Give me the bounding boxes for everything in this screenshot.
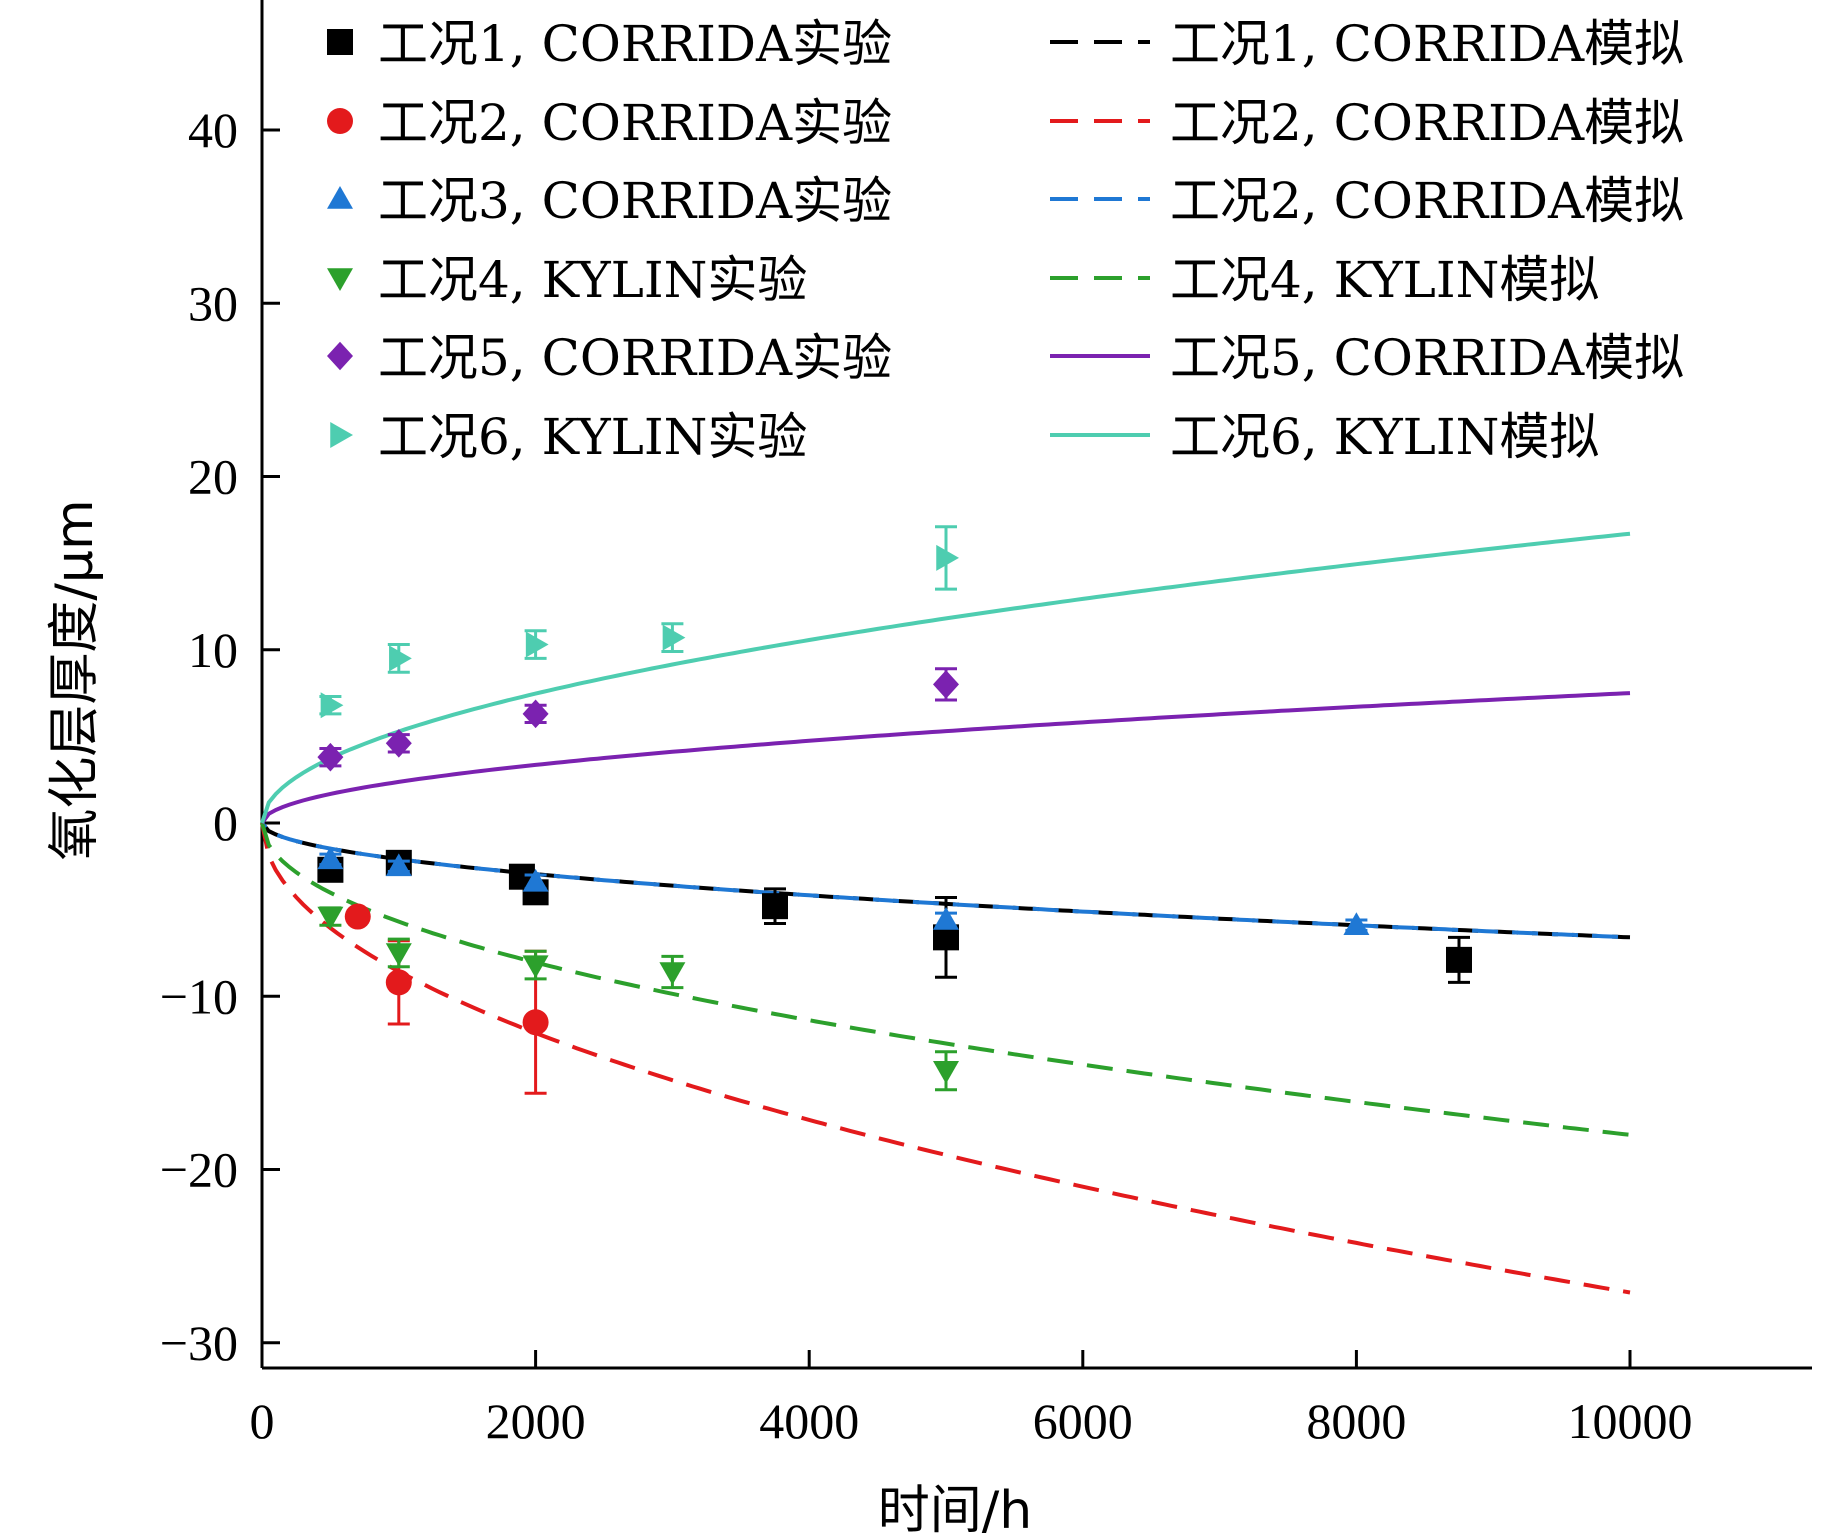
y-tick-label: −20	[160, 1142, 238, 1198]
model-line-5	[260, 691, 1631, 825]
legend-marker-6	[330, 422, 353, 448]
legend-label: 工况3, CORRIDA实验	[378, 172, 892, 230]
data-point-series-5	[385, 729, 412, 758]
data-point-series-3	[933, 907, 959, 930]
legend-label: 工况6, KYLIN实验	[378, 408, 807, 466]
data-point-series-4	[659, 962, 686, 985]
legend-label: 工况2, CORRIDA模拟	[1170, 172, 1684, 230]
y-tick-label: −30	[160, 1315, 238, 1371]
y-tick-label: −10	[160, 968, 238, 1024]
legend-label: 工况6, KYLIN模拟	[1170, 408, 1599, 466]
data-point-series-5	[317, 742, 344, 772]
data-point-series-4	[317, 906, 344, 930]
data-point-series-1	[762, 893, 788, 920]
legend-marker-1	[327, 29, 353, 55]
x-tick-label: 10000	[1568, 1393, 1693, 1449]
data-point-series-2	[385, 969, 412, 996]
data-point-series-6	[320, 692, 344, 719]
legend-label: 工况1, CORRIDA实验	[378, 15, 892, 73]
experiment-points	[317, 525, 1472, 1095]
model-line-3	[260, 821, 1631, 940]
legend-label: 工况4, KYLIN模拟	[1170, 251, 1599, 309]
legend-label: 工况5, CORRIDA模拟	[1170, 329, 1684, 387]
y-tick-label: 20	[188, 449, 238, 505]
x-tick-label: 4000	[759, 1393, 859, 1449]
data-point-series-3	[1343, 912, 1370, 935]
data-point-series-2	[344, 903, 371, 930]
legend-marker-5	[327, 341, 353, 371]
data-point-series-3	[385, 853, 412, 877]
data-point-series-5	[522, 699, 549, 729]
x-tick-label: 0	[250, 1393, 275, 1449]
data-point-series-6	[936, 544, 959, 571]
legend-marker-3	[327, 186, 353, 209]
y-axis-label: 氧化层厚度/μm	[45, 499, 105, 860]
model-line-2	[260, 822, 1631, 1295]
legend-marker-4	[327, 268, 353, 291]
data-point-series-2	[522, 1009, 549, 1036]
data-point-series-1	[1446, 946, 1472, 973]
model-line-6	[260, 531, 1631, 824]
y-tick-label: 0	[213, 795, 238, 851]
data-point-series-3	[317, 846, 344, 870]
y-tick-label: 10	[188, 622, 238, 678]
data-point-series-4	[522, 955, 549, 979]
model-line-4	[260, 822, 1631, 1137]
x-axis-label: 时间/h	[878, 1481, 1032, 1537]
x-tick-label: 2000	[486, 1393, 586, 1449]
data-point-series-3	[522, 868, 549, 892]
legend-label: 工况4, KYLIN实验	[378, 251, 807, 309]
legend-label: 工况5, CORRIDA实验	[378, 329, 892, 387]
y-tick-label: 40	[188, 102, 238, 158]
x-tick-label: 8000	[1306, 1393, 1406, 1449]
data-point-series-6	[389, 645, 412, 672]
axes: 0 2000 4000 6000 8000 10000 −30 −20 −10 0 10 20 30 40	[160, 0, 1812, 1449]
data-point-series-4	[933, 1060, 959, 1084]
legend-marker-2	[327, 108, 353, 134]
data-point-series-4	[385, 943, 412, 966]
legend-label: 工况2, CORRIDA模拟	[1170, 94, 1684, 152]
data-point-series-6	[525, 631, 549, 658]
x-tick-label: 6000	[1033, 1393, 1133, 1449]
legend-label: 工况2, CORRIDA实验	[378, 94, 892, 152]
legend-label: 工况1, CORRIDA模拟	[1170, 15, 1684, 73]
data-point-series-5	[933, 670, 959, 699]
data-point-series-6	[662, 624, 686, 651]
y-tick-label: 30	[188, 275, 238, 331]
